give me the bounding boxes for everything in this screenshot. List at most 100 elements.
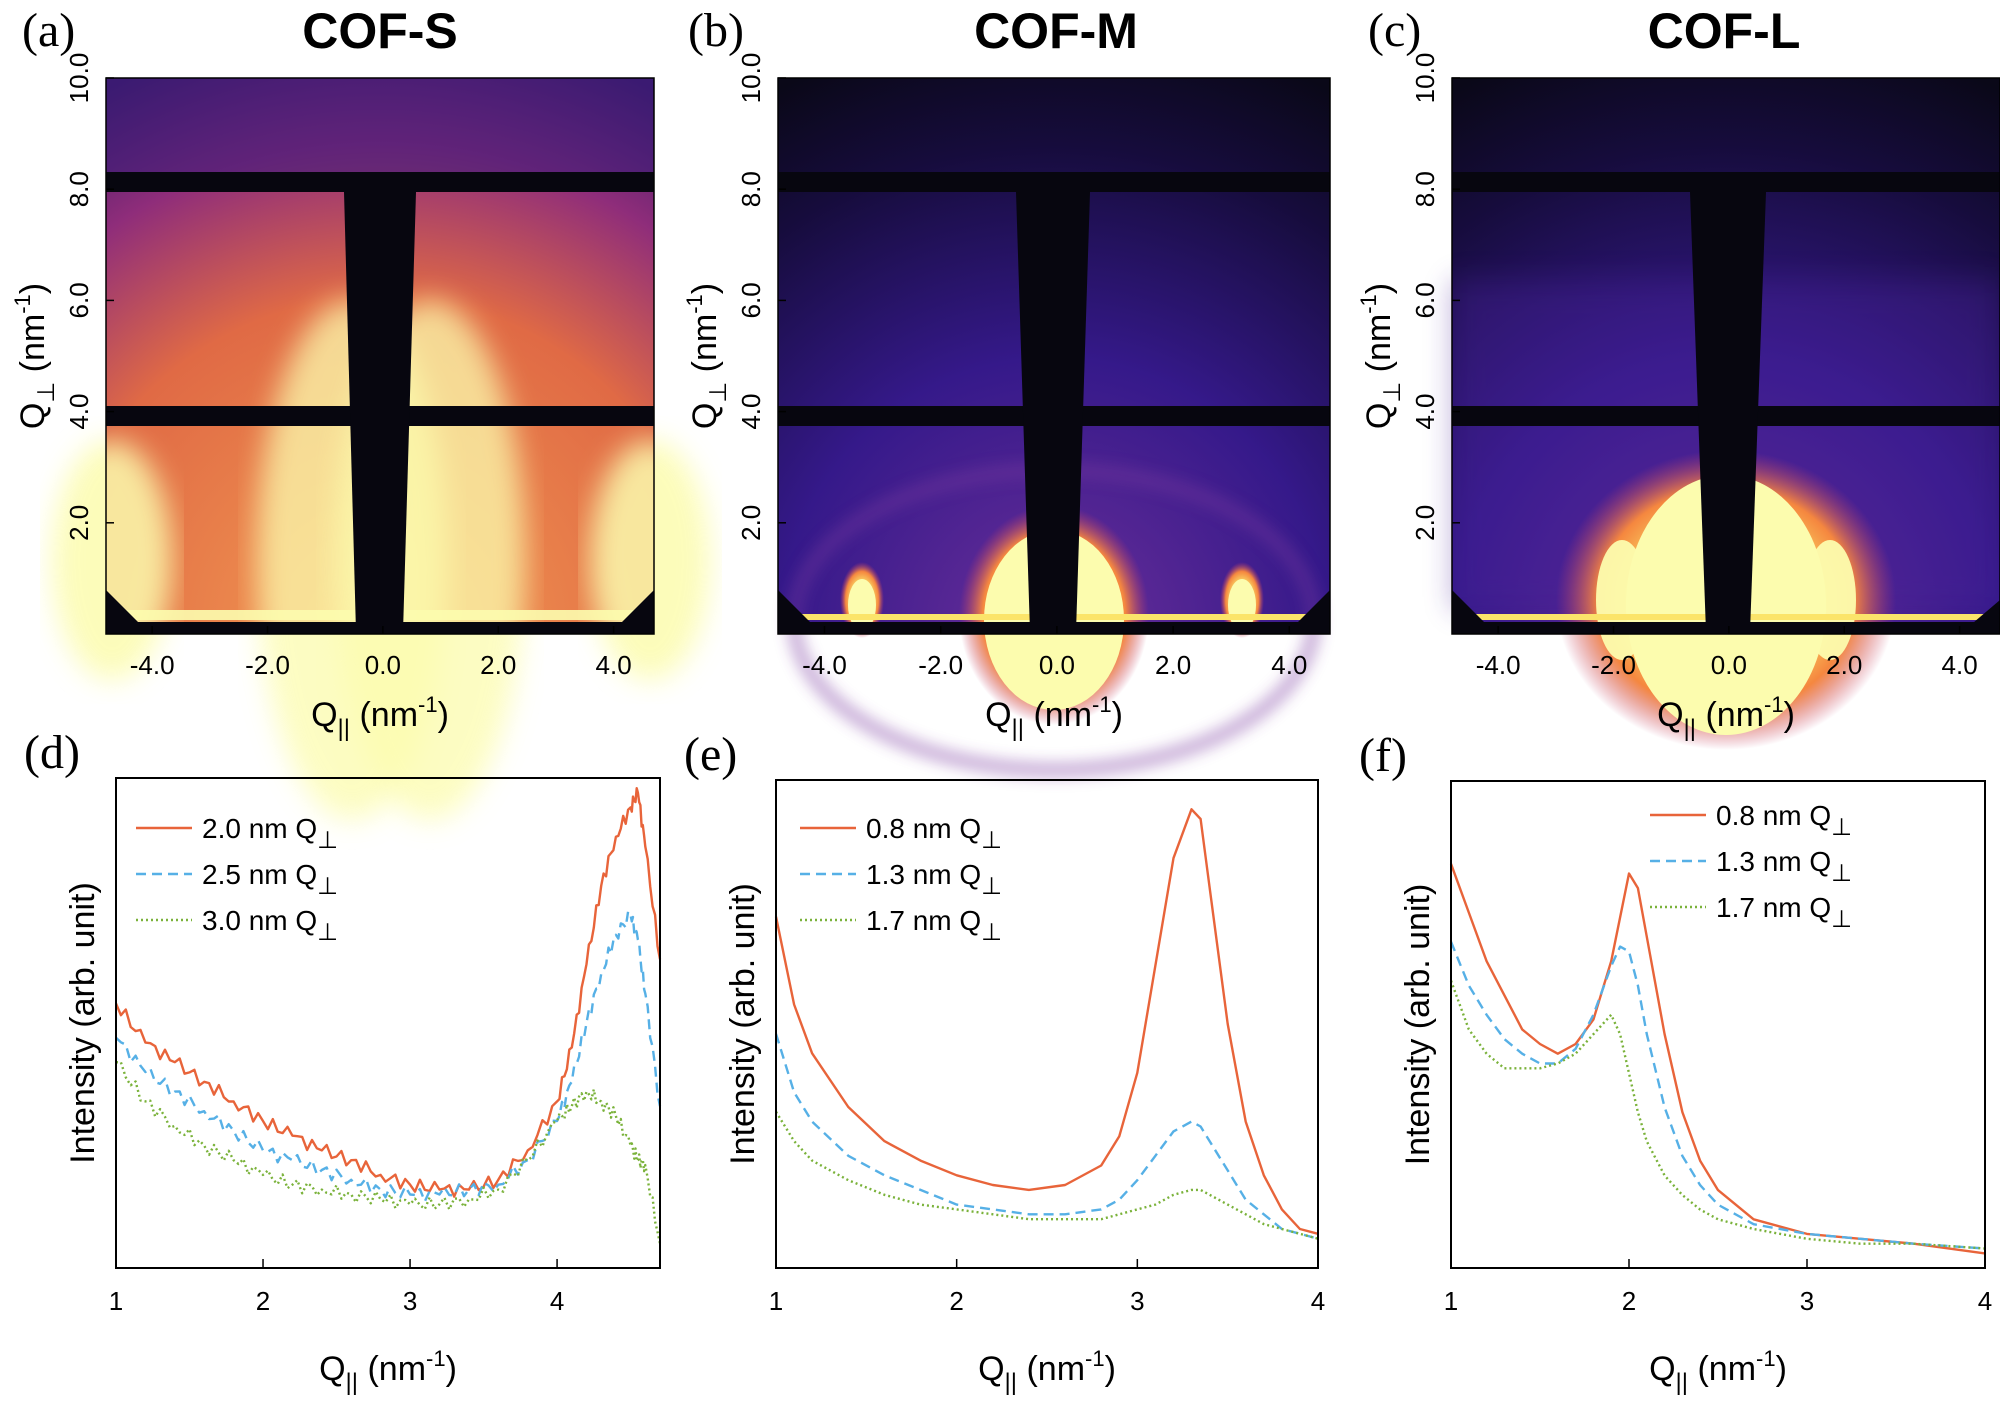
axes-frame <box>1450 780 1986 1269</box>
x-axis-label: Q|| (nm-1) <box>1649 1346 1787 1396</box>
series-line-dashed <box>774 1033 1319 1240</box>
panel-letter: (b) <box>688 4 744 57</box>
panel-title: COF-S <box>302 3 458 59</box>
x-tick-label: 0.0 <box>1711 650 1747 680</box>
panel-a: (a) COF-S <box>22 3 710 820</box>
x-tick-label: 2.0 <box>1826 650 1862 680</box>
gisaxs-map-c <box>1452 78 2000 750</box>
legend: 2.0 nm Q⊥ 2.5 nm Q⊥ 3.0 nm Q⊥ <box>136 813 338 946</box>
panel-title: COF-L <box>1648 3 1801 59</box>
legend-label: 0.8 nm Q⊥ <box>1716 800 1852 841</box>
x-tick-label: 1 <box>1444 1286 1458 1316</box>
series-line-solid <box>774 808 1319 1235</box>
x-tick-label: 2.0 <box>480 650 516 680</box>
series-line-solid <box>1449 863 1986 1255</box>
x-tick-label: -4.0 <box>1476 650 1521 680</box>
legend-label: 0.8 nm Q⊥ <box>866 813 1002 854</box>
x-tick-label: -2.0 <box>1591 650 1636 680</box>
x-axis-label: Q|| (nm-1) <box>1657 692 1795 742</box>
legend-label: 1.7 nm Q⊥ <box>1716 892 1852 933</box>
series-line-dashed <box>115 910 662 1203</box>
y-tick-label: 8.0 <box>1410 171 1440 207</box>
y-tick-label: 10.0 <box>64 53 94 104</box>
x-tick-label: 2 <box>1622 1286 1636 1316</box>
line-plot-f: (f) 1 2 3 4 Q|| (nm-1) Intensity (arb. unit) 0.… <box>1359 729 1992 1396</box>
panel-title: COF-M <box>974 3 1138 59</box>
panel-letter: (f) <box>1359 729 1407 782</box>
x-tick-label: 3 <box>1130 1286 1144 1316</box>
panel-letter: (d) <box>24 726 80 779</box>
x-tick-label: 2 <box>256 1286 270 1316</box>
axes-frame <box>777 77 1331 635</box>
x-axis-label: Q|| (nm-1) <box>319 1346 457 1396</box>
top-axes: -4.0 -2.0 0.0 2.0 4.0 2.0 4.0 6.0 8.0 10.0 Q|| (nm… <box>10 53 2000 742</box>
axes-frame <box>105 77 655 635</box>
y-axis-label: Q⊥ (nm-1) <box>10 283 60 429</box>
line-plot-d: (d) 1 2 3 4 Q|| (nm-1) Intensity (arb. unit) 2.… <box>24 726 662 1396</box>
x-axis-label: Q|| (nm-1) <box>985 692 1123 742</box>
legend-label: 3.0 nm Q⊥ <box>202 905 338 946</box>
legend-label: 2.0 nm Q⊥ <box>202 813 338 854</box>
y-axis-label: Q⊥ (nm-1) <box>682 283 732 429</box>
x-tick-label: -4.0 <box>130 650 175 680</box>
x-tick-label: 4 <box>1978 1286 1992 1316</box>
y-axis-label: Intensity (arb. unit) <box>724 883 762 1165</box>
y-axis-label: Intensity (arb. unit) <box>1399 884 1437 1166</box>
y-axis-label: Intensity (arb. unit) <box>64 882 102 1164</box>
axes-frame <box>1451 77 2000 635</box>
panel-letter: (e) <box>684 728 737 781</box>
x-tick-label: 4.0 <box>1271 650 1307 680</box>
x-axis-label: Q|| (nm-1) <box>311 692 449 742</box>
legend-label: 1.7 nm Q⊥ <box>866 905 1002 946</box>
y-tick-label: 6.0 <box>736 282 766 318</box>
panel-c: (c) COF-L <box>1368 3 2000 750</box>
x-tick-label: 1 <box>109 1286 123 1316</box>
x-tick-label: 4.0 <box>1942 650 1978 680</box>
y-tick-label: 2.0 <box>1410 505 1440 541</box>
legend-label: 1.3 nm Q⊥ <box>1716 846 1852 887</box>
panel-b: (b) COF-M <box>688 3 1330 775</box>
x-tick-label: 2 <box>949 1286 963 1316</box>
series-line-solid <box>114 787 662 1198</box>
y-tick-label: 2.0 <box>64 505 94 541</box>
panel-letter: (a) <box>22 4 75 57</box>
y-tick-label: 4.0 <box>736 394 766 430</box>
legend: 0.8 nm Q⊥ 1.3 nm Q⊥ 1.7 nm Q⊥ <box>800 813 1002 946</box>
x-tick-label: -4.0 <box>802 650 847 680</box>
gisaxs-map-b <box>778 78 1330 775</box>
y-tick-label: 10.0 <box>736 53 766 104</box>
axes-a: -4.0 -2.0 0.0 2.0 4.0 2.0 4.0 6.0 8.0 10.0 Q|| (nm… <box>10 53 655 742</box>
x-tick-label: 0.0 <box>1039 650 1075 680</box>
line-plot-e: (e) 1 2 3 4 Q|| (nm-1) Intensity (arb. unit) 0.… <box>684 728 1325 1396</box>
y-tick-label: 6.0 <box>1410 282 1440 318</box>
legend-label: 2.5 nm Q⊥ <box>202 859 338 900</box>
axes-b: -4.0 -2.0 0.0 2.0 4.0 2.0 4.0 6.0 8.0 10.0 Q|| (nm… <box>682 53 1331 742</box>
y-tick-label: 10.0 <box>1410 53 1440 104</box>
gisaxs-map-a <box>52 78 710 820</box>
y-tick-label: 6.0 <box>64 282 94 318</box>
y-tick-label: 2.0 <box>736 505 766 541</box>
x-tick-label: 4 <box>550 1286 564 1316</box>
x-tick-label: 4.0 <box>596 650 632 680</box>
series-line-dotted <box>774 1111 1319 1240</box>
axes-frame <box>775 779 1319 1269</box>
x-axis-label: Q|| (nm-1) <box>978 1346 1116 1396</box>
y-tick-label: 4.0 <box>1410 394 1440 430</box>
panel-letter: (c) <box>1368 4 1421 57</box>
x-tick-label: -2.0 <box>918 650 963 680</box>
legend: 0.8 nm Q⊥ 1.3 nm Q⊥ 1.7 nm Q⊥ <box>1650 800 1852 933</box>
x-tick-label: -2.0 <box>245 650 290 680</box>
series-line-dotted <box>1449 980 1986 1250</box>
series-line-dotted <box>115 1061 662 1244</box>
y-tick-label: 8.0 <box>64 171 94 207</box>
axes-c: -4.0 -2.0 0.0 2.0 4.0 2.0 4.0 6.0 8.0 10.0 Q|| (nm… <box>1356 53 2000 742</box>
x-tick-label: 0.0 <box>365 650 401 680</box>
x-tick-label: 3 <box>1800 1286 1814 1316</box>
y-tick-label: 8.0 <box>736 171 766 207</box>
x-tick-label: 2.0 <box>1155 650 1191 680</box>
series-line-dashed <box>1449 941 1986 1250</box>
x-tick-label: 4 <box>1311 1286 1325 1316</box>
legend-label: 1.3 nm Q⊥ <box>866 859 1002 900</box>
y-axis-label: Q⊥ (nm-1) <box>1356 283 1406 429</box>
